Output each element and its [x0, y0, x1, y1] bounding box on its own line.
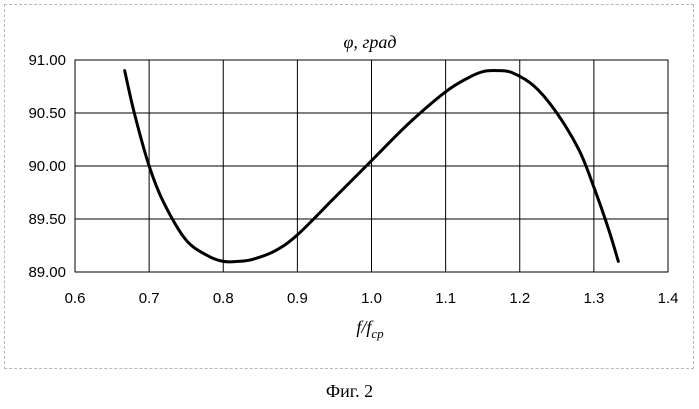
data-point: [578, 149, 580, 151]
data-point: [297, 234, 299, 236]
x-tick-label: 0.7: [139, 290, 160, 307]
data-point: [608, 229, 610, 231]
x-tick-label: 0.9: [287, 290, 308, 307]
x-tick-label: 1.2: [509, 290, 530, 307]
x-tick-label: 1.3: [583, 290, 604, 307]
grid-lines: [75, 60, 668, 272]
data-point: [408, 123, 410, 125]
data-point: [593, 186, 595, 188]
data-point: [148, 165, 150, 167]
x-tick-label: 0.6: [65, 290, 86, 307]
data-point: [124, 70, 126, 72]
y-tick-labels: 89.00 89.50 90.00 90.50 91.00: [28, 52, 66, 281]
data-point: [334, 197, 336, 199]
data-point: [512, 72, 514, 74]
y-tick-label: 90.50: [28, 105, 66, 122]
data-point: [534, 86, 536, 88]
x-tick-label: 0.8: [213, 290, 234, 307]
data-point: [371, 160, 373, 162]
data-point: [222, 261, 224, 263]
x-tick-label: 1.0: [361, 290, 382, 307]
x-tick-label: 1.1: [435, 290, 456, 307]
figure-caption: Фиг. 2: [0, 381, 699, 402]
data-point: [134, 112, 136, 114]
y-tick-label: 89.00: [28, 264, 66, 281]
data-point: [252, 258, 254, 260]
data-point: [618, 261, 620, 263]
x-axis-title: f/fср: [356, 317, 384, 341]
data-point: [482, 71, 484, 73]
data-point: [274, 250, 276, 252]
x-axis-title-sub: ср: [371, 326, 384, 341]
chart-title: φ, град: [343, 32, 396, 52]
line-chart: 89.00 89.50 90.00 90.50 91.00 0.6 0.7 0.8 0.9 1.…: [0, 0, 699, 380]
y-tick-label: 90.00: [28, 158, 66, 175]
data-point: [237, 261, 239, 263]
y-tick-label: 89.50: [28, 211, 66, 228]
data-point: [163, 202, 165, 204]
x-tick-label: 1.4: [658, 290, 679, 307]
data-point: [497, 70, 499, 72]
data-point: [185, 239, 187, 241]
y-tick-label: 91.00: [28, 52, 66, 69]
x-tick-labels: 0.6 0.7 0.8 0.9 1.0 1.1 1.2 1.3 1.4: [65, 290, 679, 307]
data-point: [445, 91, 447, 93]
data-point: [467, 77, 469, 79]
data-point: [208, 255, 210, 257]
data-point: [556, 112, 558, 114]
